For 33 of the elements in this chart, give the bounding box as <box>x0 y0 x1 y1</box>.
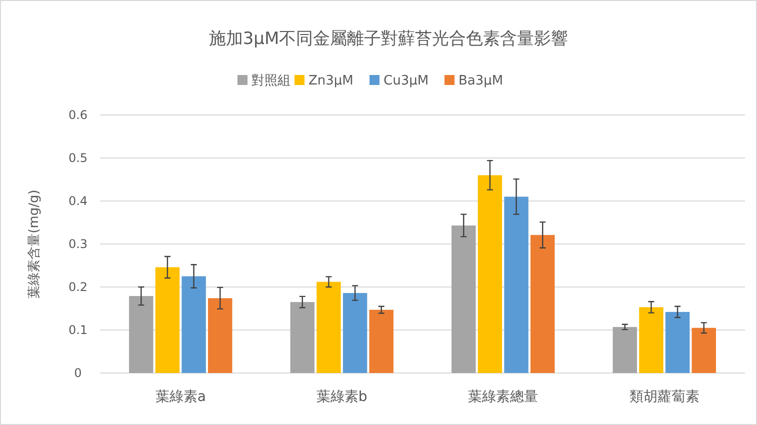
chart-title: 施加3μM不同金屬離子對蘚苔光合色素含量影響 <box>208 29 568 49</box>
bar <box>478 175 502 373</box>
y-axis-title: 葉綠素含量(mg/g) <box>27 190 42 298</box>
y-tick-label: 0.6 <box>68 108 88 122</box>
bar <box>452 226 476 373</box>
y-tick-label: 0.2 <box>68 280 88 294</box>
x-tick-label: 葉綠素總量 <box>468 389 538 405</box>
bar <box>342 293 368 373</box>
bar <box>129 296 154 373</box>
bar <box>369 310 394 373</box>
x-tick-label: 葉綠素a <box>155 389 206 405</box>
legend-label: Ba3μM <box>458 74 504 88</box>
bar <box>692 328 716 373</box>
bar <box>182 276 206 373</box>
legend-label: 對照組 <box>252 74 290 88</box>
y-tick-label: 0.4 <box>68 194 88 208</box>
bar <box>504 196 528 373</box>
x-tick-label: 葉綠素b <box>316 389 368 405</box>
y-tick-label: 0.3 <box>68 237 88 251</box>
bar <box>530 234 555 373</box>
bar <box>665 312 690 373</box>
y-tick-label: 0 <box>74 366 82 380</box>
bar <box>316 282 341 373</box>
y-tick-label: 0.1 <box>68 323 88 337</box>
bar <box>612 326 637 373</box>
x-tick-label: 類胡蘿蔔素 <box>629 389 700 405</box>
y-tick-label: 0.5 <box>68 151 88 165</box>
legend-label: Cu3μM <box>384 74 429 88</box>
bar <box>208 298 232 373</box>
bar <box>155 267 180 373</box>
bar <box>639 307 664 373</box>
bar <box>290 302 314 373</box>
legend-label: Zn3μM <box>308 74 354 88</box>
